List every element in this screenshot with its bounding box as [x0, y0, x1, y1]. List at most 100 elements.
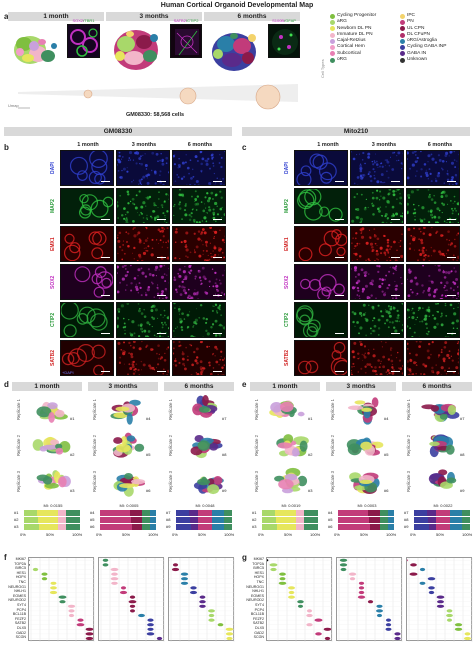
legend-item: Subcortical	[330, 51, 398, 57]
row-label-emx1: EMX1	[284, 237, 290, 251]
violin-plot	[260, 557, 333, 647]
replicate-umap	[416, 394, 468, 426]
composition-segment	[338, 524, 370, 530]
replicate-id: #5	[384, 452, 389, 457]
scale-bar	[213, 257, 222, 258]
composition-segment	[369, 524, 380, 530]
micrograph	[116, 150, 170, 186]
micrograph	[60, 302, 114, 338]
composition-bar	[24, 517, 80, 523]
micrograph	[60, 226, 114, 262]
replicate-id: #9	[460, 488, 465, 493]
legend-item: GABA IN	[400, 51, 472, 57]
gene-label: GAD2	[16, 630, 26, 635]
replicate-id: #7	[460, 416, 465, 421]
composition-segment	[57, 524, 66, 530]
scale-bar	[335, 219, 344, 220]
umap-6-months	[204, 22, 266, 80]
bar-axis-tick: 50%	[284, 532, 293, 537]
replicate-label: Replicate 2	[92, 435, 97, 457]
replicate-umap	[416, 466, 468, 498]
gene-label: TNC	[18, 579, 26, 584]
figure-title: Human Cortical Organoid Developmental Ma…	[160, 2, 314, 9]
panel-b-col-1m: 1 month	[77, 142, 99, 148]
replicate-id: #8	[460, 452, 465, 457]
gene-label: FEZF2	[253, 616, 264, 621]
legend-swatch	[330, 32, 335, 38]
scale-bar	[101, 219, 110, 220]
timepoint-header: 6 months	[164, 382, 234, 391]
composition-segment	[212, 524, 224, 530]
composition-bar	[414, 517, 470, 523]
row-label-ctip2: CTIP2	[284, 312, 290, 328]
composition-segment	[338, 510, 368, 516]
stain-marker-b: TBR1	[84, 18, 95, 23]
replicate-umap	[340, 430, 392, 462]
legend-label: PN	[407, 19, 414, 25]
legend-item: UL CPN	[400, 26, 472, 32]
composition-bar	[176, 510, 232, 516]
gene-label: MKI67	[253, 557, 264, 561]
composition-segment	[57, 517, 66, 523]
composition-segment	[303, 510, 318, 516]
composition-bar	[338, 517, 394, 523]
stain-label-6-months: S100B/GFAP	[272, 18, 296, 23]
panel-a-caption: GM08330: 58,568 cells	[125, 112, 185, 118]
legend-label: DL CFuPN	[407, 31, 431, 37]
panel-c-grid: DAPI MAP2 EMX1 SOX2 CTIP2 SATB2	[242, 150, 472, 378]
scale-bar	[447, 371, 456, 372]
cluster-color-key	[98, 643, 164, 649]
composition-segment	[276, 517, 296, 523]
gene-label: TOP2A	[252, 561, 264, 566]
replicate-umap	[102, 394, 154, 426]
replicate-umap	[102, 466, 154, 498]
bar-axis-tick: 100%	[224, 532, 235, 537]
gene-label: SATB2	[252, 621, 264, 626]
composition-segment	[303, 524, 318, 530]
replicate-umap	[264, 466, 316, 498]
bar-axis-tick: 0%	[172, 532, 178, 537]
composition-segment	[461, 510, 470, 516]
composition-segment	[36, 510, 58, 516]
timepoint-header-3m: 3 months	[106, 12, 202, 21]
composition-segment	[65, 524, 80, 530]
timepoint-header: 6 months	[402, 382, 472, 391]
composition-segment	[100, 524, 132, 530]
replicate-id: #4	[146, 416, 151, 421]
legend-item: oRG	[330, 57, 398, 63]
panel-b-grid: DAPI MAP2 EMX1 SOX2 CTIP2 SATB2 +DAPI	[8, 150, 236, 378]
gene-label: NEUROD2	[246, 598, 264, 603]
violin-plot	[401, 557, 473, 647]
panel-d: 1 month Replicate 1 #1 Replicate 2 #2 Replica…	[10, 380, 238, 540]
gene-label: NHLH1	[252, 589, 264, 594]
violin-plot	[163, 557, 235, 647]
bar-row-label: #9	[404, 524, 409, 529]
bar-row-label: #3	[14, 524, 19, 529]
bar-row-label: #2	[252, 517, 257, 522]
panel-label-e: e	[242, 380, 247, 389]
mutual-information-value: MI: 0.0155	[43, 503, 63, 508]
bar-row-label: #4	[328, 510, 333, 515]
gene-label: DLX5	[255, 625, 264, 630]
stain-marker-b: GFAP	[285, 18, 296, 23]
gene-label: TOP2A	[14, 561, 26, 566]
replicate-label: Replicate 1	[92, 399, 97, 421]
composition-bar	[338, 524, 394, 530]
composition-segment	[388, 510, 394, 516]
gene-label: NEUROD2	[8, 598, 26, 603]
row-label-sox2: SOX2	[50, 275, 56, 289]
micrograph	[350, 150, 404, 186]
composition-segment	[461, 517, 470, 523]
gene-label: NEUROG1	[8, 584, 26, 589]
micrograph	[406, 188, 460, 224]
composition-segment	[379, 517, 389, 523]
composition-segment	[450, 517, 462, 523]
composition-segment	[428, 517, 437, 523]
panel-b-header: GM08330	[4, 127, 232, 136]
replicate-umap	[340, 394, 392, 426]
cluster-color-key	[336, 643, 402, 649]
legend-swatch	[330, 13, 335, 19]
replicate-label: Replicate 3	[254, 471, 259, 493]
legend-swatch	[400, 26, 405, 32]
replicate-label: Replicate 2	[254, 435, 259, 457]
